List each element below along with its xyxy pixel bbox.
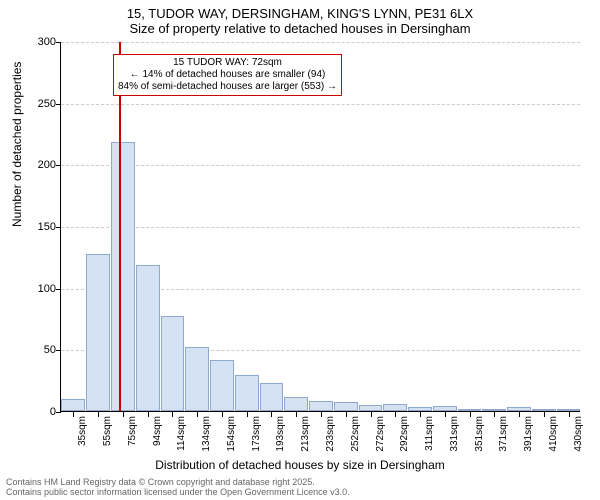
xtick-label: 134sqm [201, 416, 212, 452]
xtick-label: 410sqm [548, 416, 559, 452]
ytick-mark [56, 412, 61, 413]
xtick-mark [296, 412, 297, 417]
xtick-label: 371sqm [498, 416, 509, 452]
y-axis-label: Number of detached properties [10, 62, 24, 227]
bar [260, 383, 284, 411]
xtick-label: 430sqm [573, 416, 584, 452]
xtick-label: 75sqm [127, 416, 138, 446]
ytick-label: 100 [26, 283, 56, 295]
xtick-label: 94sqm [152, 416, 163, 446]
ytick-mark [56, 165, 61, 166]
xtick-label: 331sqm [449, 416, 460, 452]
chart-title-line1: 15, TUDOR WAY, DERSINGHAM, KING'S LYNN, … [0, 6, 600, 21]
annotation-box: 15 TUDOR WAY: 72sqm← 14% of detached hou… [113, 54, 342, 96]
ytick-label: 0 [26, 406, 56, 418]
xtick-mark [148, 412, 149, 417]
ytick-mark [56, 227, 61, 228]
xtick-mark [470, 412, 471, 417]
bar [61, 399, 85, 411]
bar [161, 316, 185, 411]
xtick-mark [98, 412, 99, 417]
gridline [61, 104, 580, 105]
ytick-mark [56, 350, 61, 351]
xtick-mark [123, 412, 124, 417]
xtick-label: 252sqm [350, 416, 361, 452]
ytick-mark [56, 104, 61, 105]
ytick-label: 300 [26, 36, 56, 48]
bar [383, 404, 407, 411]
plot-area: 05010015020025030035sqm55sqm75sqm94sqm11… [60, 42, 580, 412]
xtick-mark [346, 412, 347, 417]
xtick-mark [494, 412, 495, 417]
chart-title-block: 15, TUDOR WAY, DERSINGHAM, KING'S LYNN, … [0, 0, 600, 36]
ytick-label: 200 [26, 159, 56, 171]
annotation-line1: 15 TUDOR WAY: 72sqm [118, 57, 337, 69]
xtick-mark [445, 412, 446, 417]
annotation-line3: 84% of semi-detached houses are larger (… [118, 81, 337, 93]
bar [408, 407, 432, 411]
bar [482, 409, 506, 411]
ytick-mark [56, 42, 61, 43]
xtick-mark [172, 412, 173, 417]
bar [557, 409, 581, 411]
xtick-mark [222, 412, 223, 417]
xtick-label: 292sqm [399, 416, 410, 452]
xtick-label: 272sqm [375, 416, 386, 452]
xtick-mark [569, 412, 570, 417]
xtick-mark [395, 412, 396, 417]
ytick-label: 250 [26, 98, 56, 110]
ytick-label: 50 [26, 344, 56, 356]
footer-attribution: Contains HM Land Registry data © Crown c… [6, 478, 350, 498]
xtick-mark [420, 412, 421, 417]
bar [111, 142, 135, 411]
annotation-line2: ← 14% of detached houses are smaller (94… [118, 69, 337, 81]
bar [334, 402, 358, 411]
bar [458, 409, 482, 411]
bar [185, 347, 209, 411]
bar [359, 405, 383, 411]
xtick-mark [519, 412, 520, 417]
bar [507, 407, 531, 411]
bar [284, 397, 308, 411]
xtick-mark [321, 412, 322, 417]
bar [86, 254, 110, 411]
bar [309, 401, 333, 411]
ytick-mark [56, 289, 61, 290]
xtick-label: 173sqm [251, 416, 262, 452]
xtick-mark [271, 412, 272, 417]
xtick-label: 311sqm [424, 416, 435, 451]
bar [136, 265, 160, 411]
property-marker-line [119, 42, 121, 411]
xtick-mark [73, 412, 74, 417]
bar [210, 360, 234, 411]
xtick-label: 233sqm [325, 416, 336, 452]
xtick-label: 154sqm [226, 416, 237, 452]
xtick-label: 351sqm [474, 416, 485, 452]
xtick-label: 391sqm [523, 416, 534, 452]
footer-line2: Contains public sector information licen… [6, 488, 350, 498]
chart-container: 05010015020025030035sqm55sqm75sqm94sqm11… [60, 42, 580, 412]
xtick-label: 213sqm [300, 416, 311, 452]
gridline [61, 42, 580, 43]
bar [532, 409, 556, 411]
x-axis-label: Distribution of detached houses by size … [0, 458, 600, 472]
xtick-mark [247, 412, 248, 417]
ytick-label: 150 [26, 221, 56, 233]
xtick-label: 114sqm [176, 416, 187, 451]
gridline [61, 227, 580, 228]
xtick-label: 55sqm [102, 416, 113, 446]
xtick-label: 35sqm [77, 416, 88, 446]
xtick-label: 193sqm [275, 416, 286, 452]
gridline [61, 165, 580, 166]
xtick-mark [197, 412, 198, 417]
xtick-mark [371, 412, 372, 417]
chart-title-line2: Size of property relative to detached ho… [0, 21, 600, 36]
bar [235, 375, 259, 411]
bar [433, 406, 457, 411]
xtick-mark [544, 412, 545, 417]
